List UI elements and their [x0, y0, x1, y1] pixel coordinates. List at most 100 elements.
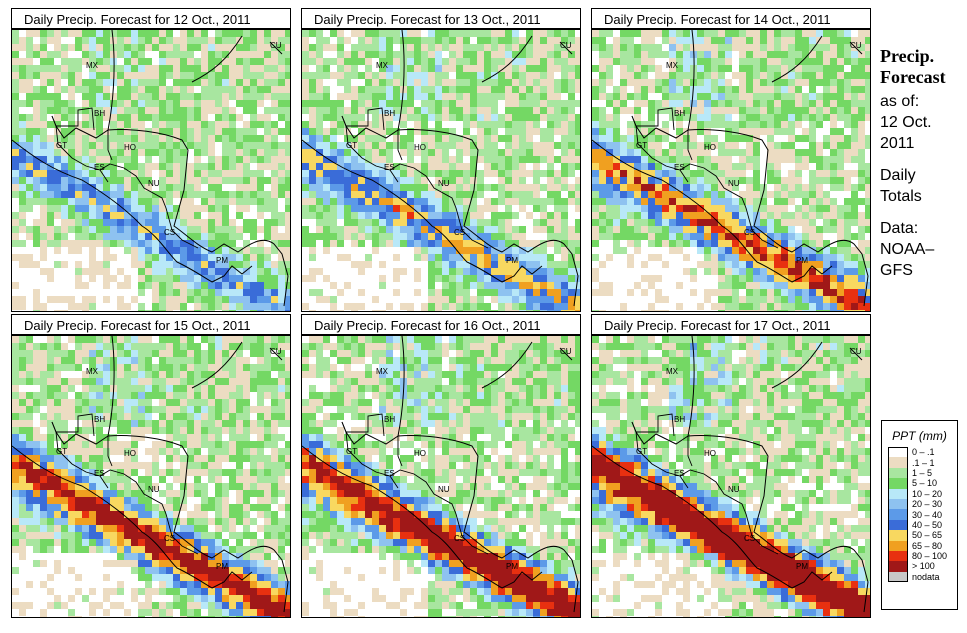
precip-cell — [760, 37, 768, 45]
precip-cell — [103, 114, 111, 122]
precip-cell — [858, 247, 866, 255]
precip-cell — [110, 336, 118, 344]
precip-cell — [613, 275, 621, 283]
precip-cell — [75, 135, 83, 143]
precip-cell — [386, 226, 394, 234]
precip-cell — [449, 191, 457, 199]
precip-cell — [271, 51, 279, 59]
precip-cell — [372, 44, 380, 52]
precip-cell — [575, 212, 580, 220]
precip-cell — [484, 282, 492, 290]
precip-cell — [865, 226, 870, 234]
precip-cell — [323, 149, 331, 157]
precip-cell — [110, 303, 118, 311]
precip-cell — [725, 93, 733, 101]
precip-cell — [599, 128, 607, 136]
precip-cell — [271, 205, 279, 213]
precip-cell — [187, 226, 195, 234]
precip-cell — [669, 233, 677, 241]
precip-cell — [61, 177, 69, 185]
precip-cell — [554, 142, 562, 150]
precip-cell — [547, 212, 555, 220]
precip-cell — [697, 233, 705, 241]
precip-cell — [407, 198, 415, 206]
precip-cell — [271, 212, 279, 220]
precip-cell — [627, 261, 635, 269]
precip-cell — [344, 93, 352, 101]
precip-cell — [131, 233, 139, 241]
precip-cell — [222, 149, 230, 157]
precip-cell — [117, 289, 125, 297]
precip-cell — [309, 128, 317, 136]
precip-cell — [124, 163, 132, 171]
precip-cell — [641, 79, 649, 87]
precip-cell — [215, 198, 223, 206]
precip-cell — [68, 184, 76, 192]
precip-cell — [533, 303, 541, 311]
precip-cell — [669, 247, 677, 255]
precip-cell — [103, 58, 111, 66]
precip-cell — [676, 65, 684, 73]
precip-cell — [309, 177, 317, 185]
precip-cell — [512, 261, 520, 269]
precip-cell — [533, 240, 541, 248]
precip-cell — [414, 58, 422, 66]
precip-cell — [302, 226, 310, 234]
precip-cell — [498, 198, 506, 206]
precip-cell — [718, 149, 726, 157]
precip-cell — [718, 212, 726, 220]
precip-cell — [131, 289, 139, 297]
precip-cell — [61, 184, 69, 192]
precip-cell — [103, 121, 111, 129]
precip-cell — [278, 219, 286, 227]
precip-cell — [236, 198, 244, 206]
precip-cell — [648, 51, 656, 59]
precip-cell — [802, 198, 810, 206]
precip-cell — [309, 205, 317, 213]
precip-cell — [330, 114, 338, 122]
precip-cell — [802, 128, 810, 136]
precip-cell — [33, 163, 41, 171]
precip-cell — [187, 247, 195, 255]
precip-cell — [330, 135, 338, 143]
precip-cell — [271, 268, 279, 276]
precip-cell — [152, 170, 160, 178]
precip-cell — [837, 135, 845, 143]
precip-cell — [82, 289, 90, 297]
precip-cell — [561, 233, 569, 241]
precip-cell — [606, 310, 614, 311]
precip-cell — [662, 100, 670, 108]
precip-cell — [421, 51, 429, 59]
precip-cell — [491, 198, 499, 206]
precip-cell — [47, 177, 55, 185]
precip-cell — [669, 198, 677, 206]
precip-cell — [505, 212, 513, 220]
precip-cell — [316, 310, 324, 311]
precip-cell — [309, 30, 317, 38]
precip-cell — [47, 170, 55, 178]
precip-cell — [110, 296, 118, 304]
precip-cell — [337, 198, 345, 206]
precip-cell — [379, 289, 387, 297]
precip-cell — [194, 142, 202, 150]
precip-cell — [414, 198, 422, 206]
precip-cell — [89, 121, 97, 129]
precip-cell — [33, 128, 41, 136]
precip-cell — [435, 149, 443, 157]
precip-cell — [802, 170, 810, 178]
precip-cell — [264, 233, 272, 241]
precip-cell — [795, 226, 803, 234]
precip-cell — [96, 30, 104, 38]
precip-cell — [428, 149, 436, 157]
precip-cell — [795, 135, 803, 143]
precip-cell — [285, 233, 290, 241]
precip-cell — [278, 114, 286, 122]
precip-cell — [435, 219, 443, 227]
precip-cell — [491, 114, 499, 122]
precip-cell — [215, 44, 223, 52]
precip-cell — [372, 58, 380, 66]
precip-cell — [145, 51, 153, 59]
precip-cell — [250, 100, 258, 108]
precip-cell — [330, 261, 338, 269]
precip-cell — [470, 212, 478, 220]
